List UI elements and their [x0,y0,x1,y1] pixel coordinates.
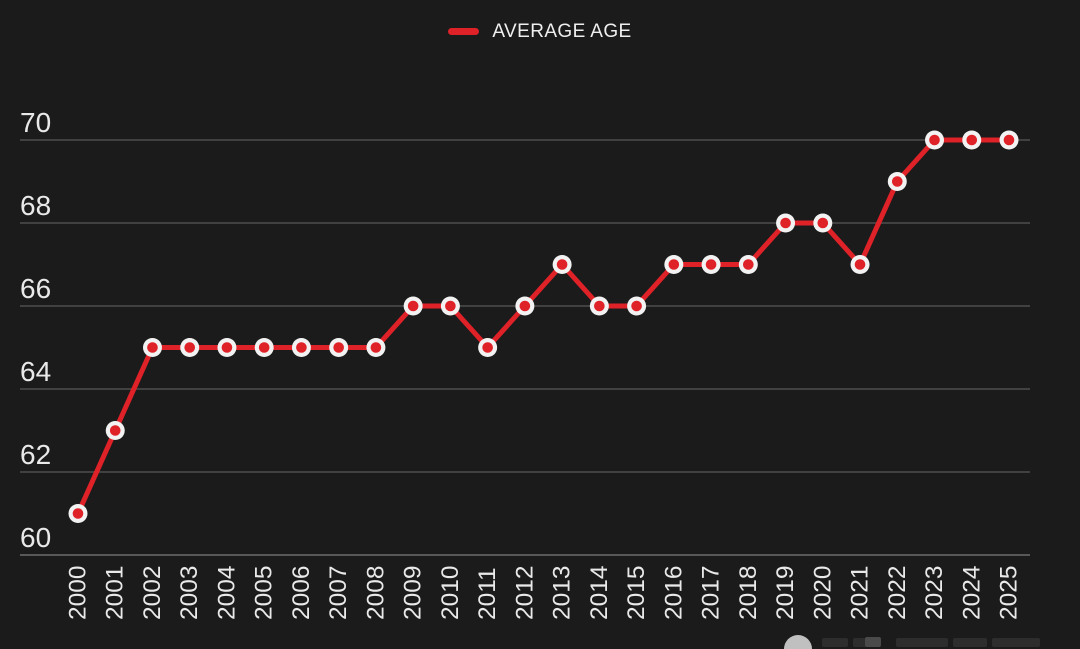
x-tick-label: 2007 [325,565,352,620]
x-tick-label: 2022 [884,565,911,620]
y-tick-label: 66 [20,273,51,304]
legend[interactable]: AVERAGE AGE [0,18,1080,44]
legend-line-icon [448,27,480,35]
x-tick-label: 2017 [698,565,725,620]
x-tick-label: 2002 [139,565,166,620]
data-point-marker[interactable] [221,342,233,353]
x-tick-label: 2010 [437,565,464,620]
legend-label: AVERAGE AGE [492,20,632,42]
data-point-marker[interactable] [668,259,680,270]
data-point-marker[interactable] [333,342,344,353]
data-point-marker[interactable] [705,259,717,270]
x-tick-label: 2015 [623,565,650,620]
data-point-marker[interactable] [258,342,270,353]
data-point-marker[interactable] [743,259,754,270]
data-point-marker[interactable] [519,300,531,312]
x-tick-label: 2025 [996,565,1023,620]
data-point-marker[interactable] [854,259,866,270]
y-tick-label: 62 [20,439,51,470]
x-tick-label: 2021 [847,565,874,620]
y-tick-label: 70 [20,107,51,138]
data-point-marker[interactable] [1003,134,1015,146]
x-tick-label: 2016 [660,565,687,620]
x-tick-label: 2003 [176,565,203,620]
x-tick-label: 2024 [958,565,985,620]
data-point-marker[interactable] [556,259,568,270]
data-point-marker[interactable] [929,134,940,146]
watermark [780,632,1080,649]
x-tick-label: 2011 [474,567,501,620]
y-tick-label: 60 [20,522,51,553]
circle-logo-icon [784,635,812,649]
x-tick-label: 2018 [735,565,762,620]
data-point-marker[interactable] [147,342,158,353]
data-point-marker[interactable] [370,342,382,353]
data-point-marker[interactable] [631,300,642,312]
series-line [75,137,1012,516]
x-tick-label: 2009 [400,565,427,620]
data-point-marker[interactable] [296,342,307,353]
x-tick-label: 2001 [102,565,129,620]
x-tick-label: 2013 [549,565,576,620]
x-tick-label: 2008 [362,565,389,620]
x-tick-label: 2005 [251,565,278,620]
data-point-marker[interactable] [891,176,903,187]
x-tick-label: 2020 [809,565,836,620]
data-point-marker[interactable] [445,300,456,312]
x-tick-label: 2014 [586,565,613,620]
x-tick-label: 2019 [772,565,799,620]
x-tick-label: 2023 [921,565,948,620]
data-point-marker[interactable] [780,217,791,229]
x-tick-label: 2004 [213,565,240,620]
data-point-marker[interactable] [184,342,196,353]
data-point-marker[interactable] [482,342,493,353]
x-tick-label: 2012 [511,565,538,620]
x-tick-label: 2000 [65,565,92,620]
data-point-marker[interactable] [109,425,121,436]
data-point-marker[interactable] [966,134,978,146]
x-tick-label: 2006 [288,565,315,620]
data-point-marker[interactable] [407,300,419,312]
data-point-marker[interactable] [72,508,84,519]
y-tick-label: 64 [20,356,51,387]
data-point-marker[interactable] [594,300,605,312]
y-tick-label: 68 [20,190,51,221]
data-point-marker[interactable] [817,217,829,229]
